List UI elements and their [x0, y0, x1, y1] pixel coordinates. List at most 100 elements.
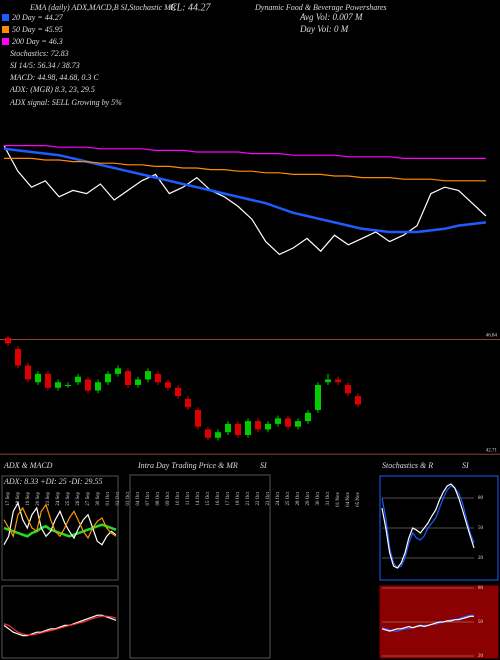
info-text: SI 14/5: 56.34 / 38.73: [10, 61, 80, 70]
x-tick-label: 04 Oct: [136, 491, 141, 505]
candle-body: [305, 412, 311, 422]
candle-body: [245, 421, 251, 435]
candle-body: [115, 368, 121, 374]
info-text: Stochastics: 72.83: [10, 49, 69, 58]
candle-body: [345, 385, 351, 394]
x-tick-label: 31 Oct: [326, 491, 331, 505]
legend-swatch: [2, 26, 9, 33]
candle-body: [235, 423, 241, 435]
x-tick-label: 25 Oct: [286, 491, 291, 505]
x-tick-label: 21 Oct: [246, 491, 251, 505]
candle-body: [275, 418, 281, 424]
x-tick-label: 22 Oct: [256, 491, 261, 505]
x-tick-label: 18 Oct: [236, 491, 241, 505]
y-tick-label: 46.84: [486, 334, 498, 339]
series-line: [381, 615, 474, 632]
x-tick-label: 09 Oct: [166, 491, 171, 505]
series-line: [3, 501, 117, 546]
candle-body: [265, 423, 271, 430]
series-line: [3, 503, 117, 540]
y-tick-label: 50: [478, 526, 484, 531]
candle-body: [135, 379, 141, 385]
series-line: [3, 614, 117, 637]
candle-body: [195, 410, 201, 427]
y-tick-label: 80: [478, 496, 484, 501]
x-tick-label: 24 Sep: [56, 492, 61, 506]
close-label: CL: 44.27: [170, 2, 212, 13]
x-tick-label: 23 Oct: [266, 491, 271, 505]
candle-body: [165, 382, 171, 388]
candle-body: [205, 429, 211, 438]
candle-body: [215, 432, 221, 438]
series-line: [3, 523, 117, 538]
info-text: ADX signal: SELL Growing by 5%: [9, 98, 122, 107]
info-text: Avg Vol: 0.007 M: [299, 12, 363, 22]
series-line: [3, 145, 487, 256]
series-line: [4, 145, 486, 159]
x-tick-label: 10 Oct: [176, 491, 181, 505]
x-tick-label: 03 Oct: [126, 491, 131, 505]
x-tick-label: 20 Sep: [36, 492, 41, 506]
y-tick-label: 42.71: [486, 448, 498, 453]
x-tick-label: 30 Sep: [96, 492, 101, 506]
candle-body: [185, 398, 191, 408]
panel-title: Stochastics & R: [382, 461, 433, 470]
x-tick-label: 05 Nov: [356, 492, 361, 507]
x-tick-label: 15 Oct: [206, 491, 211, 505]
info-text: MACD: 44.98, 44.68, 0.3 C: [9, 73, 99, 82]
candle-body: [105, 373, 111, 383]
candle-body: [295, 421, 301, 427]
x-tick-label: 01 Oct: [106, 491, 111, 505]
intraday-panel: [129, 474, 271, 659]
x-tick-label: 27 Sep: [86, 492, 91, 506]
candle-body: [45, 373, 51, 388]
candle-body: [225, 423, 231, 433]
x-tick-label: 24 Oct: [276, 491, 281, 505]
legend-swatch: [2, 14, 9, 21]
x-tick-label: 23 Sep: [46, 492, 51, 506]
x-tick-label: 18 Sep: [16, 492, 21, 506]
candle-body: [35, 373, 41, 383]
x-tick-label: 17 Sep: [6, 492, 11, 506]
x-tick-label: 02 Oct: [116, 491, 121, 505]
panel-bg: [1, 475, 119, 581]
candle-body: [155, 373, 161, 383]
candle-body: [315, 385, 321, 410]
legend-label: 200 Day = 46.3: [12, 37, 63, 46]
x-tick-label: 17 Oct: [226, 491, 231, 505]
legend-label: 50 Day = 45.95: [12, 25, 63, 34]
fund-name: Dynamic Food & Beverage Powershares: [254, 3, 387, 12]
x-tick-label: 19 Sep: [26, 492, 31, 506]
info-text: Day Vol: 0 M: [299, 24, 349, 34]
x-tick-label: 30 Oct: [316, 491, 321, 505]
candle-body: [75, 376, 81, 383]
x-tick-label: 04 Nov: [346, 492, 351, 507]
candle-body: [355, 396, 361, 405]
candle-body: [125, 371, 131, 385]
x-tick-label: 29 Oct: [306, 491, 311, 505]
x-tick-label: 11 Oct: [186, 491, 191, 505]
x-tick-label: 26 Sep: [76, 492, 81, 506]
series-line: [381, 483, 475, 569]
candle-body: [335, 379, 341, 383]
x-tick-label: 25 Sep: [66, 492, 71, 506]
candle-body: [25, 365, 31, 380]
candle-body: [255, 421, 261, 430]
x-tick-label: 08 Oct: [156, 491, 161, 505]
candle-body: [15, 348, 21, 366]
candle-body: [145, 371, 151, 380]
candle-body: [55, 382, 61, 388]
y-tick-label: 20: [478, 654, 484, 659]
candle-body: [65, 385, 71, 386]
stoch-si: SI: [462, 461, 469, 470]
candle-body: [175, 387, 181, 397]
panel-title: ADX & MACD: [3, 461, 53, 470]
y-tick-label: 80: [478, 586, 484, 591]
candle-body: [85, 379, 91, 391]
x-tick-label: 01 Nov: [336, 492, 341, 507]
candle-body: [325, 379, 331, 383]
series-line: [4, 157, 486, 182]
candle-body: [5, 337, 11, 344]
x-tick-label: 28 Oct: [296, 491, 301, 505]
legend-label: 20 Day = 44.27: [12, 13, 64, 22]
